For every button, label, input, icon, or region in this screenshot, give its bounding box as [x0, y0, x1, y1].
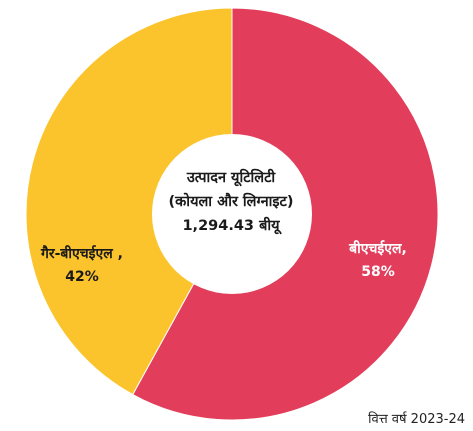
- slice-label-bhel-pct: 58%: [361, 264, 395, 280]
- center-total: 1,294.43 बीयू: [182, 218, 280, 234]
- slice-label-non-bhel-pct: 42%: [65, 269, 99, 285]
- slice-label-bhel-name: बीएचईएल,: [349, 241, 407, 257]
- center-subtitle: (कोयला और लिग्नाइट): [168, 194, 294, 210]
- slice-non-bhel: [25, 7, 233, 396]
- slice-label-non-bhel-name: गैर-बीएचईएल ,: [41, 246, 123, 262]
- slice-label-non-bhel: गैर-बीएचईएल , 42%: [20, 243, 144, 289]
- slice-label-bhel: बीएचईएल, 58%: [318, 238, 438, 284]
- fiscal-year-note: वित्त वर्ष 2023-24: [368, 412, 465, 427]
- center-label: उत्पादन यूटिलिटी (कोयला और लिग्नाइट) 1,2…: [146, 166, 316, 238]
- center-title: उत्पादन यूटिलिटी: [186, 170, 276, 186]
- donut-hole: [152, 134, 312, 294]
